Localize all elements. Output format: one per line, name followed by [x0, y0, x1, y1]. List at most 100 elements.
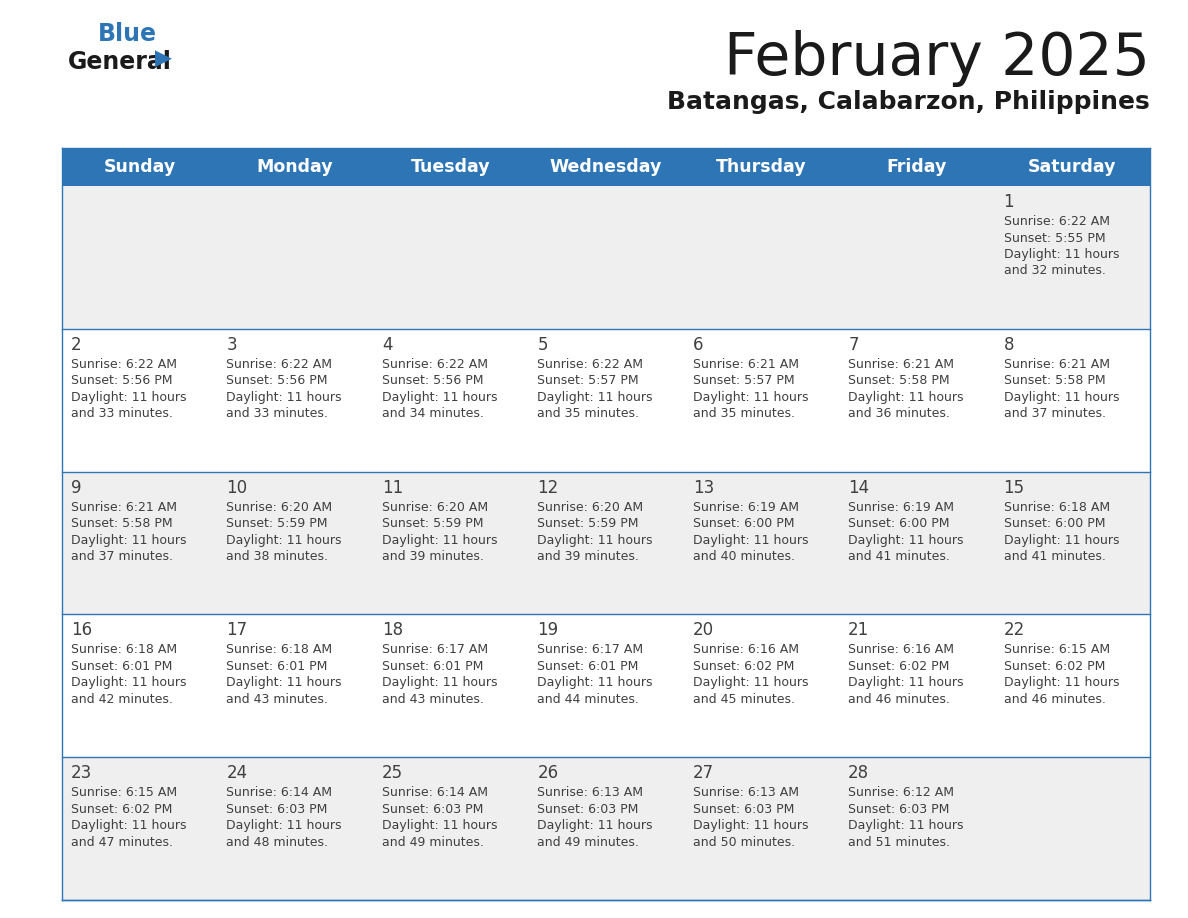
- Text: 9: 9: [71, 478, 82, 497]
- Text: Sunrise: 6:14 AM: Sunrise: 6:14 AM: [227, 786, 333, 800]
- Text: Sunset: 5:59 PM: Sunset: 5:59 PM: [381, 517, 484, 530]
- Text: General: General: [68, 50, 172, 74]
- Bar: [62, 186, 1150, 329]
- Text: Sunset: 5:58 PM: Sunset: 5:58 PM: [71, 517, 172, 530]
- Text: Sunday: Sunday: [103, 158, 176, 176]
- Text: Sunset: 6:01 PM: Sunset: 6:01 PM: [71, 660, 172, 673]
- Text: Sunset: 6:03 PM: Sunset: 6:03 PM: [227, 802, 328, 816]
- Text: Sunrise: 6:22 AM: Sunrise: 6:22 AM: [537, 358, 643, 371]
- Text: 16: 16: [71, 621, 93, 640]
- Text: and 51 minutes.: and 51 minutes.: [848, 835, 950, 849]
- Text: 13: 13: [693, 478, 714, 497]
- Text: Sunset: 6:03 PM: Sunset: 6:03 PM: [848, 802, 949, 816]
- Text: 12: 12: [537, 478, 558, 497]
- Text: and 36 minutes.: and 36 minutes.: [848, 408, 950, 420]
- Text: Sunrise: 6:18 AM: Sunrise: 6:18 AM: [71, 644, 177, 656]
- Text: and 46 minutes.: and 46 minutes.: [848, 693, 950, 706]
- Text: Sunrise: 6:22 AM: Sunrise: 6:22 AM: [1004, 215, 1110, 228]
- Text: Daylight: 11 hours: Daylight: 11 hours: [381, 819, 498, 833]
- Text: Sunrise: 6:14 AM: Sunrise: 6:14 AM: [381, 786, 488, 800]
- Text: 10: 10: [227, 478, 247, 497]
- Text: and 35 minutes.: and 35 minutes.: [537, 408, 639, 420]
- Text: Sunset: 6:01 PM: Sunset: 6:01 PM: [227, 660, 328, 673]
- Text: 22: 22: [1004, 621, 1025, 640]
- Text: Sunrise: 6:15 AM: Sunrise: 6:15 AM: [71, 786, 177, 800]
- Text: Sunrise: 6:20 AM: Sunrise: 6:20 AM: [537, 500, 644, 513]
- Text: 15: 15: [1004, 478, 1025, 497]
- Text: Sunset: 5:56 PM: Sunset: 5:56 PM: [381, 375, 484, 387]
- Text: 7: 7: [848, 336, 859, 353]
- Text: Sunset: 5:55 PM: Sunset: 5:55 PM: [1004, 231, 1105, 244]
- Text: Daylight: 11 hours: Daylight: 11 hours: [693, 677, 808, 689]
- Text: Daylight: 11 hours: Daylight: 11 hours: [381, 533, 498, 546]
- Text: Sunset: 6:03 PM: Sunset: 6:03 PM: [693, 802, 794, 816]
- Bar: [62, 329, 1150, 472]
- Text: Sunrise: 6:12 AM: Sunrise: 6:12 AM: [848, 786, 954, 800]
- Text: 27: 27: [693, 764, 714, 782]
- Text: Sunrise: 6:21 AM: Sunrise: 6:21 AM: [693, 358, 798, 371]
- Text: Daylight: 11 hours: Daylight: 11 hours: [1004, 391, 1119, 404]
- Text: and 49 minutes.: and 49 minutes.: [537, 835, 639, 849]
- Text: Sunrise: 6:22 AM: Sunrise: 6:22 AM: [227, 358, 333, 371]
- Text: Sunset: 6:00 PM: Sunset: 6:00 PM: [1004, 517, 1105, 530]
- Text: Daylight: 11 hours: Daylight: 11 hours: [848, 391, 963, 404]
- Text: 5: 5: [537, 336, 548, 353]
- Text: 21: 21: [848, 621, 870, 640]
- Text: Sunset: 5:58 PM: Sunset: 5:58 PM: [1004, 375, 1105, 387]
- Text: Thursday: Thursday: [716, 158, 807, 176]
- Text: Sunset: 6:02 PM: Sunset: 6:02 PM: [693, 660, 794, 673]
- Text: Saturday: Saturday: [1028, 158, 1117, 176]
- Text: Daylight: 11 hours: Daylight: 11 hours: [693, 391, 808, 404]
- Text: Sunset: 6:03 PM: Sunset: 6:03 PM: [537, 802, 639, 816]
- Text: Sunset: 6:02 PM: Sunset: 6:02 PM: [848, 660, 949, 673]
- Text: Sunset: 5:56 PM: Sunset: 5:56 PM: [227, 375, 328, 387]
- Text: 17: 17: [227, 621, 247, 640]
- Text: and 37 minutes.: and 37 minutes.: [1004, 408, 1106, 420]
- Text: and 39 minutes.: and 39 minutes.: [381, 550, 484, 563]
- Text: February 2025: February 2025: [725, 30, 1150, 87]
- Text: Sunset: 6:02 PM: Sunset: 6:02 PM: [1004, 660, 1105, 673]
- Text: Sunset: 6:01 PM: Sunset: 6:01 PM: [537, 660, 639, 673]
- Text: Daylight: 11 hours: Daylight: 11 hours: [537, 819, 652, 833]
- Text: Daylight: 11 hours: Daylight: 11 hours: [71, 677, 187, 689]
- Text: Sunset: 6:00 PM: Sunset: 6:00 PM: [848, 517, 949, 530]
- Text: Wednesday: Wednesday: [550, 158, 662, 176]
- Bar: [62, 757, 1150, 900]
- Text: Blue: Blue: [97, 22, 157, 46]
- Text: 2: 2: [71, 336, 82, 353]
- Text: Sunrise: 6:18 AM: Sunrise: 6:18 AM: [227, 644, 333, 656]
- Text: Sunrise: 6:13 AM: Sunrise: 6:13 AM: [537, 786, 643, 800]
- Text: Sunset: 5:58 PM: Sunset: 5:58 PM: [848, 375, 949, 387]
- Text: ◀: ◀: [154, 48, 172, 68]
- Text: Sunrise: 6:19 AM: Sunrise: 6:19 AM: [848, 500, 954, 513]
- Text: and 42 minutes.: and 42 minutes.: [71, 693, 173, 706]
- Text: Sunrise: 6:16 AM: Sunrise: 6:16 AM: [848, 644, 954, 656]
- Text: and 41 minutes.: and 41 minutes.: [848, 550, 950, 563]
- Text: 23: 23: [71, 764, 93, 782]
- Text: and 45 minutes.: and 45 minutes.: [693, 693, 795, 706]
- Text: 25: 25: [381, 764, 403, 782]
- Text: 20: 20: [693, 621, 714, 640]
- Text: and 33 minutes.: and 33 minutes.: [71, 408, 173, 420]
- Text: Sunrise: 6:15 AM: Sunrise: 6:15 AM: [1004, 644, 1110, 656]
- Text: Daylight: 11 hours: Daylight: 11 hours: [848, 819, 963, 833]
- Text: Daylight: 11 hours: Daylight: 11 hours: [848, 677, 963, 689]
- Text: Tuesday: Tuesday: [411, 158, 491, 176]
- Text: Sunrise: 6:17 AM: Sunrise: 6:17 AM: [381, 644, 488, 656]
- Text: Sunrise: 6:21 AM: Sunrise: 6:21 AM: [848, 358, 954, 371]
- Text: Sunset: 5:57 PM: Sunset: 5:57 PM: [693, 375, 795, 387]
- Text: Daylight: 11 hours: Daylight: 11 hours: [537, 677, 652, 689]
- Text: 28: 28: [848, 764, 870, 782]
- Text: Sunset: 6:02 PM: Sunset: 6:02 PM: [71, 802, 172, 816]
- Text: Friday: Friday: [886, 158, 947, 176]
- Text: 3: 3: [227, 336, 238, 353]
- Text: Sunrise: 6:20 AM: Sunrise: 6:20 AM: [381, 500, 488, 513]
- Text: 19: 19: [537, 621, 558, 640]
- Text: Daylight: 11 hours: Daylight: 11 hours: [227, 677, 342, 689]
- Text: Sunrise: 6:21 AM: Sunrise: 6:21 AM: [1004, 358, 1110, 371]
- Text: Sunset: 5:56 PM: Sunset: 5:56 PM: [71, 375, 172, 387]
- Text: Daylight: 11 hours: Daylight: 11 hours: [71, 533, 187, 546]
- Text: and 43 minutes.: and 43 minutes.: [227, 693, 328, 706]
- Text: Daylight: 11 hours: Daylight: 11 hours: [1004, 248, 1119, 261]
- Text: and 43 minutes.: and 43 minutes.: [381, 693, 484, 706]
